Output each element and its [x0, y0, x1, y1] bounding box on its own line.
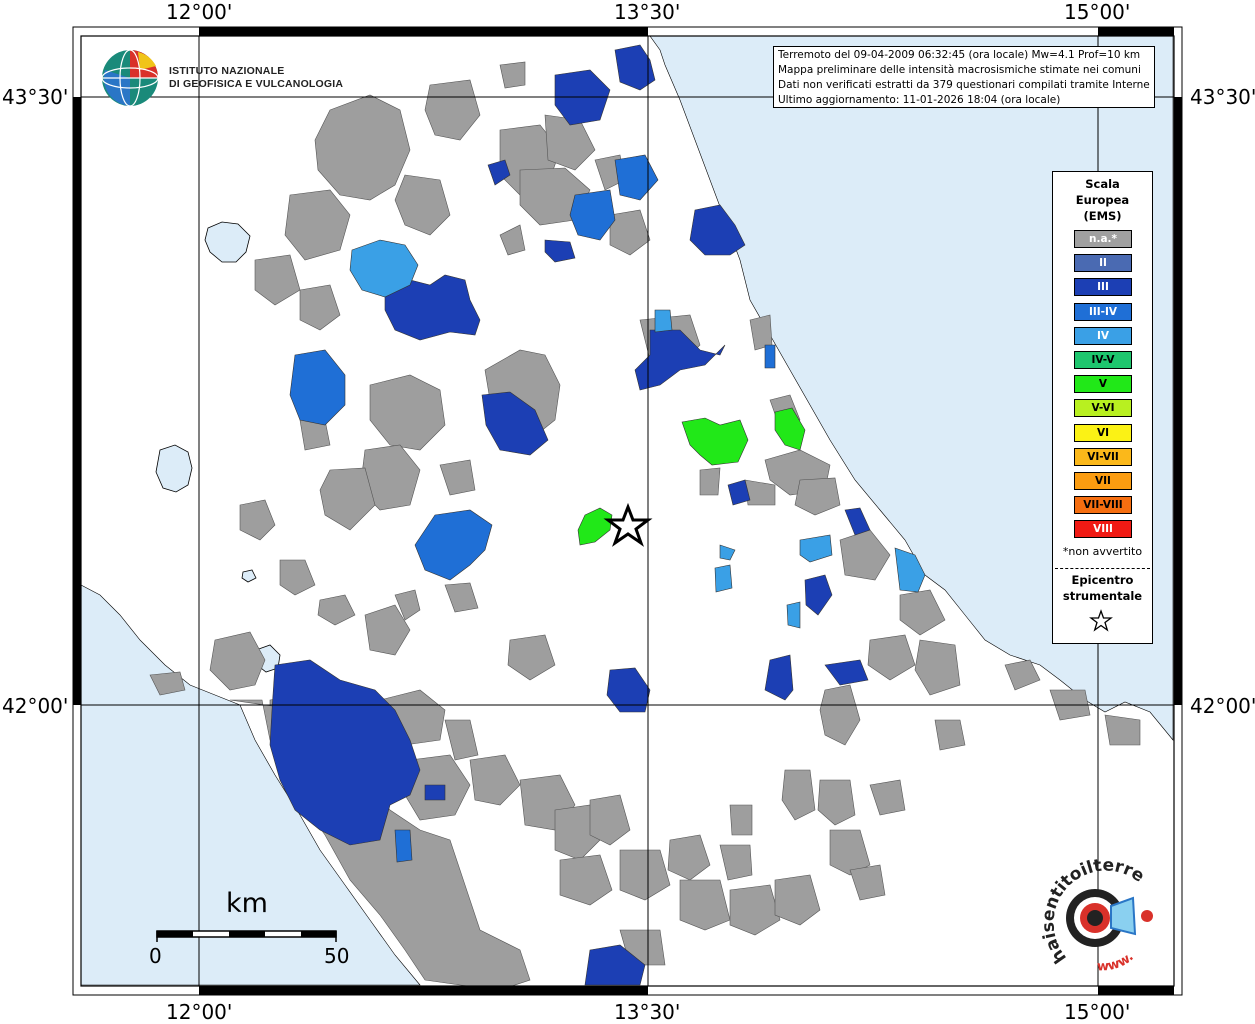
adriatic-sea — [649, 35, 1174, 741]
ingv-logo-icon — [101, 49, 159, 107]
lake-bolsena — [155, 444, 193, 493]
scale-unit-label: km — [226, 888, 268, 919]
sentito-logo-icon: haisentitoilterremoto.it www. — [1035, 858, 1153, 974]
earthquake-info-box: Terremoto del 09-04-2009 06:32:45 (ora l… — [773, 46, 1155, 108]
legend-item-3: III-IV — [1074, 302, 1132, 321]
lon-label-top-1330: 13°30' — [614, 0, 681, 24]
lat-label-left-4330: 43°30' — [2, 85, 69, 109]
legend-item-11: VII-VIII — [1074, 496, 1132, 515]
legend-item-10: VII — [1074, 472, 1132, 490]
epicenter-star — [603, 502, 653, 547]
legend-item-1: II — [1074, 254, 1132, 273]
legend-title: Scala Europea (EMS) — [1053, 176, 1152, 224]
legend-note: *non avvertito — [1062, 545, 1143, 558]
sentito-logo-www: www. — [1097, 949, 1137, 974]
ingv-logo-text: ISTITUTO NAZIONALE DI GEOFISICA E VULCAN… — [169, 65, 343, 91]
ems-legend: Scala Europea (EMS) n.a.* II III III-IV IV IV… — [1052, 171, 1153, 644]
legend-item-0: n.a.* — [1074, 230, 1132, 248]
legend-epicenter-line2: strumentale — [1062, 589, 1143, 603]
info-line-event: Terremoto del 09-04-2009 06:32:45 (ora l… — [778, 49, 1141, 61]
legend-item-9: VI-VII — [1074, 447, 1132, 466]
legend-title-line3: (EMS) — [1083, 209, 1122, 223]
frame-ticks — [72, 26, 1183, 996]
legend-item-12: VIII — [1074, 520, 1132, 539]
info-line-updated: Ultimo aggiornamento: 11-01-2026 18:04 (… — [778, 94, 1061, 106]
lake-trasimeno — [204, 221, 251, 263]
lake-small — [241, 569, 257, 583]
lon-label-top-12: 12°00' — [166, 0, 233, 24]
scale-start-label: 0 — [149, 944, 162, 968]
lon-label-top-15: 15°00' — [1064, 0, 1131, 24]
svg-text:www.: www. — [1097, 949, 1137, 974]
municipalities-felt — [269, 44, 926, 986]
legend-item-2: III — [1074, 278, 1132, 297]
legend-title-line1: Scala — [1085, 177, 1120, 191]
legend-epicenter-line1: Epicentro — [1071, 573, 1134, 587]
legend-title-line2: Europea — [1075, 193, 1130, 207]
legend-epicenter-label: Epicentro strumentale — [1053, 572, 1152, 604]
legend-item-6: V — [1074, 375, 1132, 394]
ingv-logo-line1: ISTITUTO NAZIONALE — [169, 65, 285, 77]
legend-item-8: VI — [1074, 423, 1132, 442]
scale-bar — [156, 930, 337, 942]
lon-label-bottom-15: 15°00' — [1064, 1000, 1131, 1024]
lon-label-bottom-1330: 13°30' — [614, 1000, 681, 1024]
legend-item-7: V-VI — [1074, 399, 1132, 418]
legend-separator — [1055, 568, 1150, 569]
legend-item-4: IV — [1074, 326, 1132, 345]
ingv-logo-line2: DI GEOFISICA E VULCANOLOGIA — [169, 78, 344, 90]
lat-label-right-4330: 43°30' — [1190, 85, 1255, 109]
lon-label-bottom-12: 12°00' — [166, 1000, 233, 1024]
lat-label-right-42: 42°00' — [1190, 694, 1255, 718]
legend-item-5: IV-V — [1074, 351, 1132, 369]
info-line-source: Dati non verificati estratti da 379 ques… — [778, 79, 1150, 91]
scale-end-label: 50 — [324, 944, 350, 968]
info-line-description: Mappa preliminare delle intensità macros… — [778, 64, 1141, 76]
lat-label-left-42: 42°00' — [2, 694, 69, 718]
legend-star-icon — [1089, 609, 1113, 632]
